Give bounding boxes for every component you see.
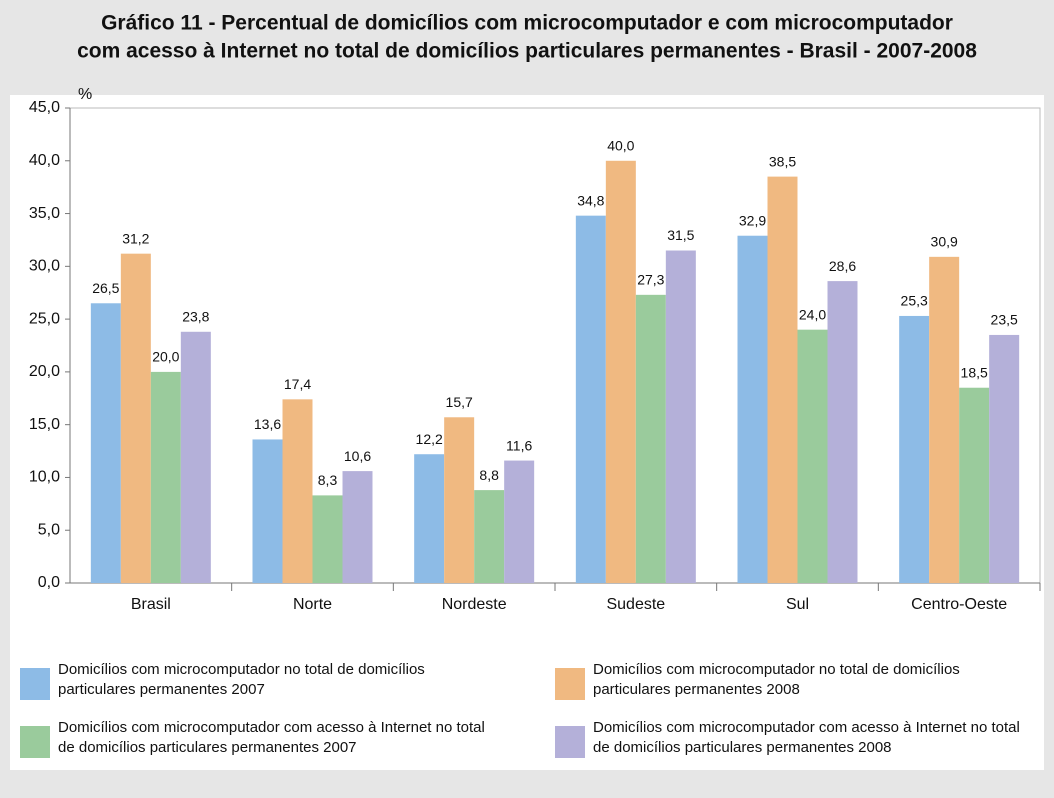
bar	[414, 454, 445, 583]
x-tick-label: Sul	[786, 596, 809, 613]
value-label: 32,9	[739, 212, 766, 228]
bar	[120, 253, 151, 583]
value-label: 23,8	[182, 308, 209, 324]
value-label: 13,6	[254, 416, 281, 432]
bar	[827, 281, 858, 583]
y-tick-label: 25,0	[29, 310, 60, 327]
legend-item: Domicílios com microcomputador no total …	[545, 660, 1045, 708]
bar	[312, 495, 343, 583]
y-tick-label: 30,0	[29, 258, 60, 275]
bar	[252, 439, 283, 583]
y-tick-label: 45,0	[29, 99, 60, 116]
bar	[575, 215, 606, 583]
bar	[474, 490, 505, 583]
value-label: 20,0	[152, 349, 179, 365]
chart-title: Gráfico 11 - Percentual de domicílios co…	[101, 12, 953, 35]
value-label: 8,8	[479, 467, 499, 483]
value-label: 18,5	[961, 364, 988, 380]
legend-swatch	[20, 726, 50, 758]
value-label: 31,5	[667, 227, 694, 243]
bar	[342, 471, 373, 583]
x-tick-label: Sudeste	[606, 596, 665, 613]
plot-svg: Gráfico 11 - Percentual de domicílios co…	[10, 12, 1044, 648]
bar	[737, 235, 768, 583]
bar	[959, 387, 990, 583]
bar	[665, 250, 696, 583]
y-tick-label: 15,0	[29, 416, 60, 433]
legend-item: Domicílios com microcomputador com acess…	[10, 718, 510, 766]
bar	[90, 303, 121, 583]
value-label: 12,2	[416, 431, 443, 447]
legend-label: Domicílios com microcomputador com acess…	[58, 719, 485, 756]
legend-swatch	[555, 726, 585, 758]
value-label: 24,0	[799, 306, 826, 322]
value-label: 10,6	[344, 448, 371, 464]
bar	[635, 294, 666, 583]
bar	[767, 176, 798, 583]
chart-title: com acesso à Internet no total de domicí…	[77, 40, 977, 63]
bar	[605, 160, 636, 583]
value-label: 8,3	[318, 472, 338, 488]
y-tick-label: 35,0	[29, 205, 60, 222]
bar	[444, 417, 475, 583]
value-label: 23,5	[991, 312, 1018, 328]
bar	[797, 329, 828, 583]
x-tick-label: Brasil	[131, 596, 171, 613]
value-label: 15,7	[446, 394, 473, 410]
y-tick-label: 40,0	[29, 152, 60, 169]
legend-swatch	[555, 668, 585, 700]
y-tick-label: 20,0	[29, 363, 60, 380]
value-label: 11,6	[506, 437, 532, 453]
value-label: 30,9	[931, 234, 958, 250]
value-label: 17,4	[284, 376, 311, 392]
value-label: 27,3	[637, 272, 664, 288]
x-tick-label: Norte	[293, 596, 332, 613]
bar	[899, 315, 930, 583]
bar	[282, 399, 313, 583]
bar	[929, 256, 960, 583]
legend-label: Domicílios com microcomputador com acess…	[593, 719, 1020, 756]
y-axis-label: %	[78, 86, 92, 103]
legend-swatch	[20, 668, 50, 700]
legend-label: Domicílios com microcomputador no total …	[593, 661, 960, 698]
value-label: 38,5	[769, 153, 796, 169]
value-label: 34,8	[577, 192, 604, 208]
value-label: 40,0	[607, 137, 634, 153]
value-label: 31,2	[122, 230, 149, 246]
value-label: 26,5	[92, 280, 119, 296]
legend-item: Domicílios com microcomputador no total …	[10, 660, 510, 708]
legend: Domicílios com microcomputador no total …	[10, 648, 1044, 770]
value-label: 28,6	[829, 258, 856, 274]
y-tick-label: 5,0	[38, 521, 60, 538]
x-tick-label: Centro-Oeste	[911, 596, 1007, 613]
y-tick-label: 10,0	[29, 469, 60, 486]
bar	[150, 371, 181, 583]
x-tick-label: Nordeste	[442, 596, 507, 613]
legend-item: Domicílios com microcomputador com acess…	[545, 718, 1045, 766]
y-tick-label: 0,0	[38, 574, 60, 591]
bar	[504, 460, 535, 583]
value-label: 25,3	[901, 293, 928, 309]
plot-area	[69, 107, 1041, 584]
legend-label: Domicílios com microcomputador no total …	[58, 661, 425, 698]
bar	[180, 331, 211, 583]
bar	[989, 334, 1020, 583]
